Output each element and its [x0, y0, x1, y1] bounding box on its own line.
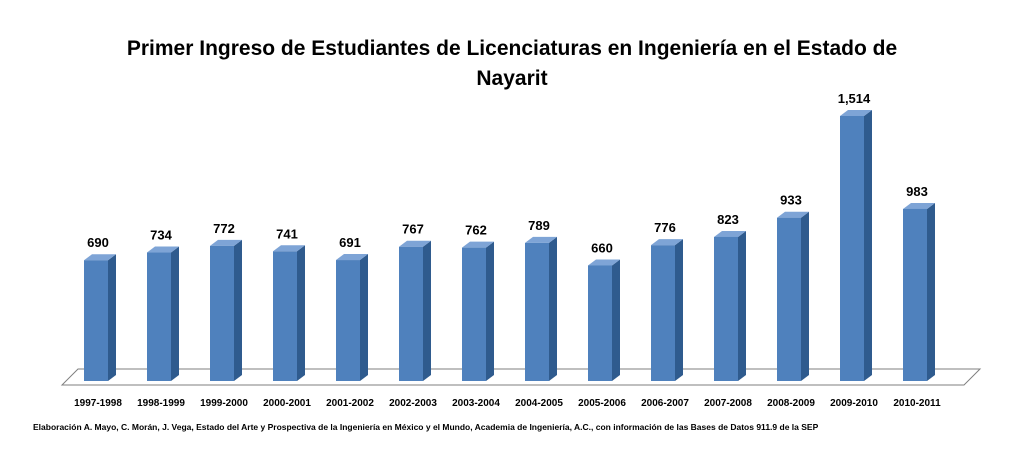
x-tick-label: 2010-2011 — [893, 398, 941, 409]
bar — [903, 208, 927, 381]
bar-side — [423, 240, 431, 381]
bar — [399, 246, 423, 381]
bar-top — [462, 241, 494, 248]
bar-top — [399, 240, 431, 247]
bar-top — [651, 239, 683, 246]
bar — [714, 236, 738, 381]
x-tick-label: 1999-2000 — [200, 398, 248, 409]
bar-side — [927, 202, 935, 381]
data-label: 933 — [780, 193, 802, 208]
data-label: 762 — [465, 223, 487, 238]
bar-top — [525, 236, 557, 243]
x-tick-label: 2000-2001 — [263, 398, 311, 409]
bar-side — [171, 246, 179, 381]
data-label: 789 — [528, 218, 550, 233]
x-tick-label: 2001-2002 — [326, 398, 374, 409]
bar-side — [486, 241, 494, 381]
bar — [84, 260, 108, 381]
bar-top — [777, 211, 809, 218]
x-tick-label: 2008-2009 — [767, 398, 815, 409]
x-tick-label: 2006-2007 — [641, 398, 689, 409]
bar-top — [336, 254, 368, 261]
x-tick-label: 1998-1999 — [137, 398, 185, 409]
data-label: 660 — [591, 240, 613, 255]
data-label: 734 — [150, 228, 172, 243]
bar-top — [210, 239, 242, 246]
chart-title: Primer Ingreso de Estudiantes de Licenci… — [126, 37, 898, 90]
bar-top — [840, 110, 872, 116]
bar-side — [297, 245, 305, 381]
bar-top — [714, 230, 746, 237]
x-tick-label: 2009-2010 — [830, 398, 878, 409]
bar-side — [108, 254, 116, 381]
bar-side — [675, 239, 683, 381]
bar — [651, 245, 675, 381]
data-label: 772 — [213, 221, 235, 236]
x-tick-label: 2005-2006 — [578, 398, 626, 409]
data-label: 741 — [276, 226, 298, 241]
bar-top — [903, 202, 935, 209]
bar-side — [801, 211, 809, 381]
data-label: 823 — [717, 212, 739, 227]
data-label: 983 — [906, 184, 928, 199]
bar-side — [549, 236, 557, 381]
bar-top — [147, 246, 179, 253]
bar-top — [588, 259, 620, 266]
data-label: 767 — [402, 222, 424, 237]
bar — [588, 265, 612, 381]
x-tick-label: 2002-2003 — [389, 398, 437, 409]
bar — [336, 260, 360, 381]
bar-top — [84, 254, 116, 261]
bar — [840, 116, 864, 381]
bar — [273, 251, 297, 381]
source-note: Elaboración A. Mayo, C. Morán, J. Vega, … — [33, 422, 819, 432]
bar-side — [738, 230, 746, 381]
bar-side — [864, 110, 872, 381]
bar — [525, 242, 549, 381]
bar-side — [360, 254, 368, 381]
bar — [147, 252, 171, 381]
bar-side — [234, 239, 242, 381]
data-label: 690 — [87, 235, 109, 250]
bar — [462, 247, 486, 381]
bar-top — [273, 245, 305, 252]
bar-side — [612, 259, 620, 381]
bar — [210, 245, 234, 381]
data-label: 776 — [654, 220, 676, 235]
data-label: 691 — [339, 235, 361, 250]
data-label: 1,514 — [838, 91, 871, 106]
x-tick-label: 2004-2005 — [515, 398, 563, 409]
x-tick-label: 1997-1998 — [74, 398, 122, 409]
x-tick-label: 2007-2008 — [704, 398, 752, 409]
x-tick-label: 2003-2004 — [452, 398, 500, 409]
bar — [777, 217, 801, 381]
